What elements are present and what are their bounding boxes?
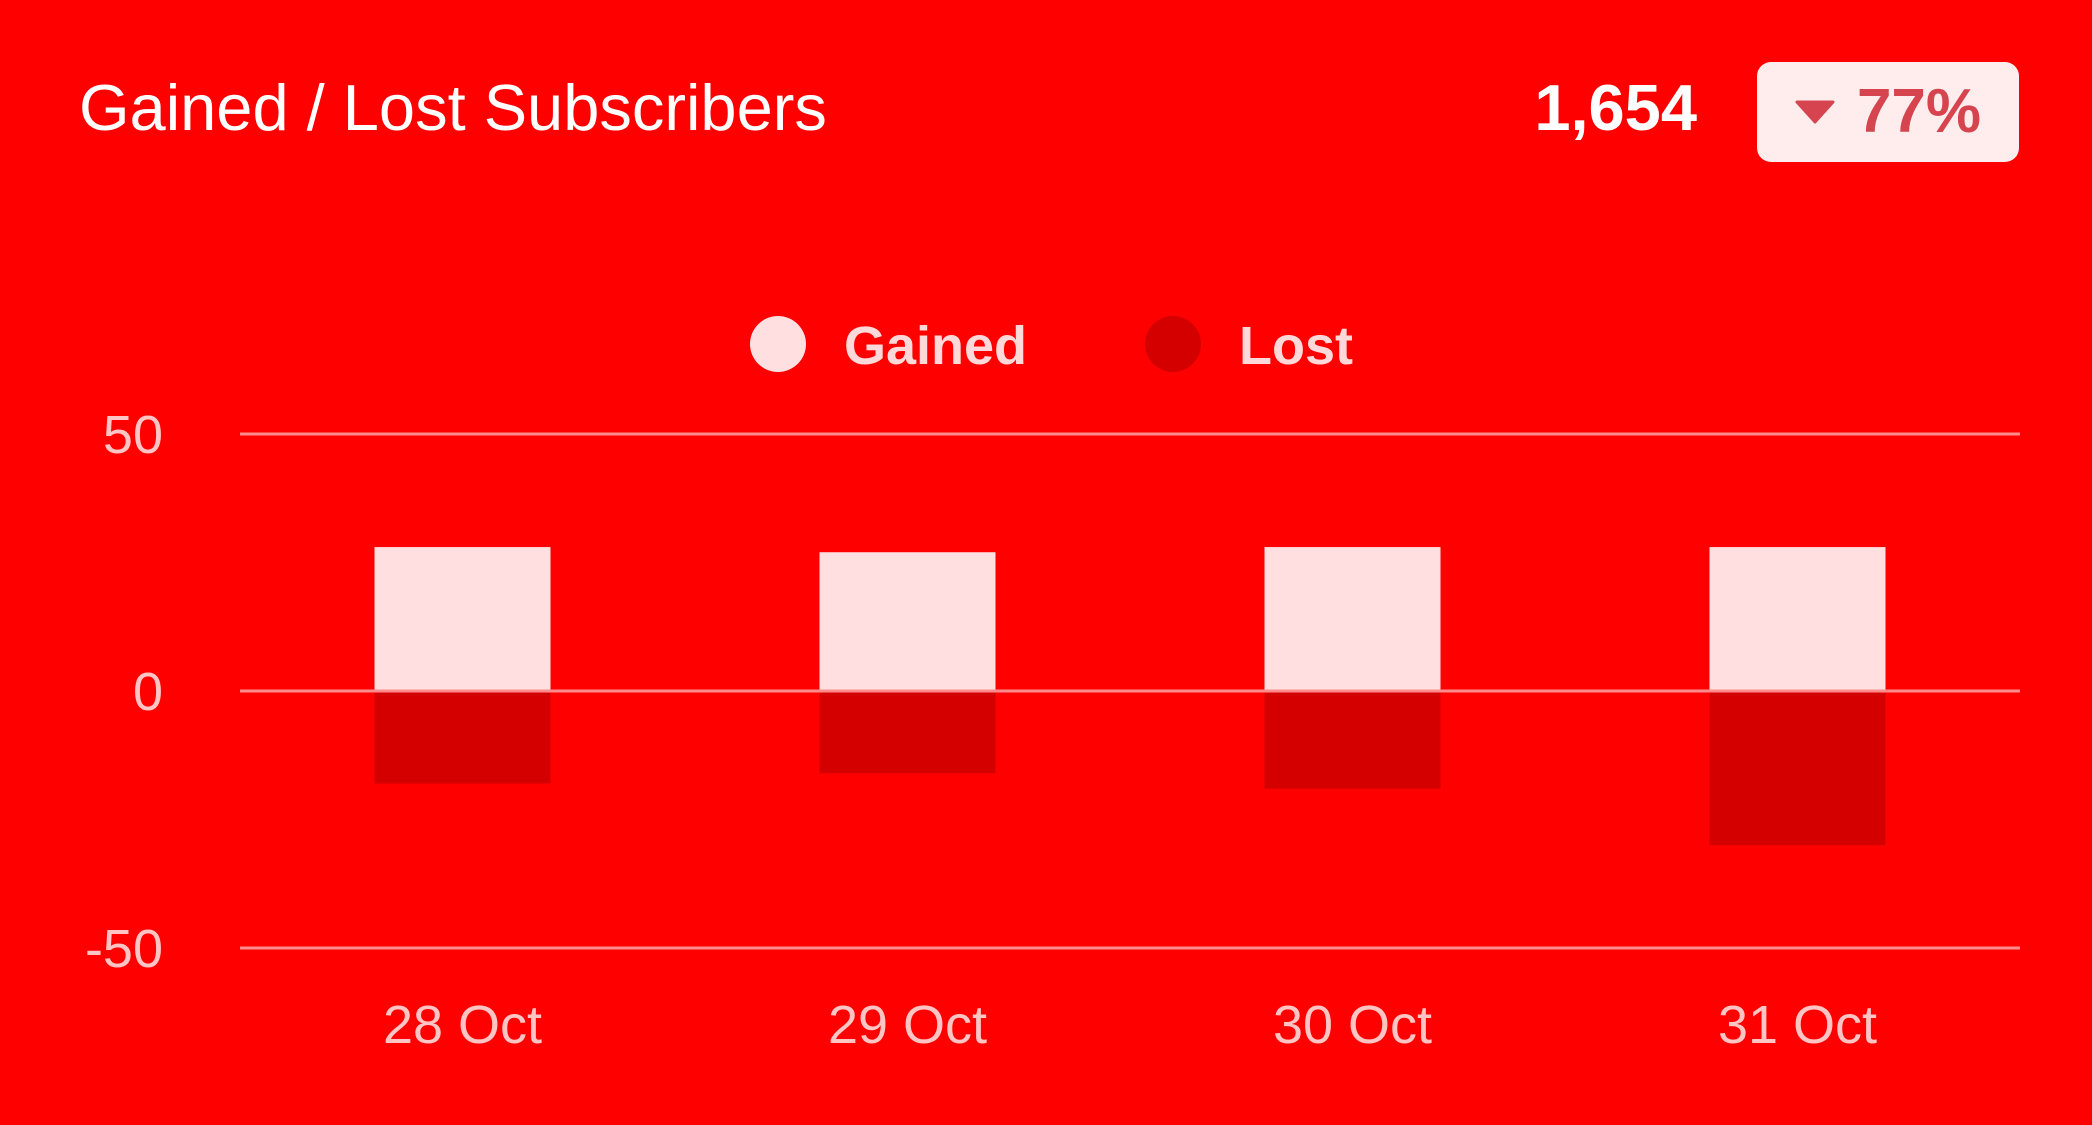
change-badge: 77%	[1757, 62, 2019, 162]
x-tick-label: 28 Oct	[383, 995, 542, 1055]
legend-marker	[1145, 316, 1201, 372]
bar-gained-2[interactable]	[1264, 547, 1441, 691]
bar-lost-2[interactable]	[1264, 691, 1441, 789]
bar-gained-3[interactable]	[1709, 547, 1886, 691]
change-percent: 77%	[1856, 77, 1982, 146]
legend-item-gained[interactable]: Gained	[750, 316, 1027, 376]
x-tick-label: 29 Oct	[828, 995, 987, 1055]
caret-down-icon	[1795, 100, 1835, 124]
bar-lost-0[interactable]	[374, 691, 551, 784]
legend-marker	[750, 316, 806, 372]
y-tick-label: 50	[103, 405, 163, 465]
x-tick-label: 30 Oct	[1273, 995, 1432, 1055]
legend-label: Gained	[844, 316, 1027, 376]
y-tick-label: 0	[133, 662, 163, 722]
bar-lost-3[interactable]	[1709, 691, 1886, 846]
y-tick-label: -50	[85, 919, 163, 979]
x-tick-label: 31 Oct	[1718, 995, 1877, 1055]
bar-lost-1[interactable]	[819, 691, 996, 774]
card-title: Gained / Lost Subscribers	[79, 71, 827, 144]
bar-gained-1[interactable]	[819, 552, 996, 691]
bar-gained-0[interactable]	[374, 547, 551, 691]
legend-label: Lost	[1239, 316, 1353, 376]
legend-item-lost[interactable]: Lost	[1145, 316, 1353, 376]
subscriber-total: 1,654	[1534, 71, 1697, 144]
